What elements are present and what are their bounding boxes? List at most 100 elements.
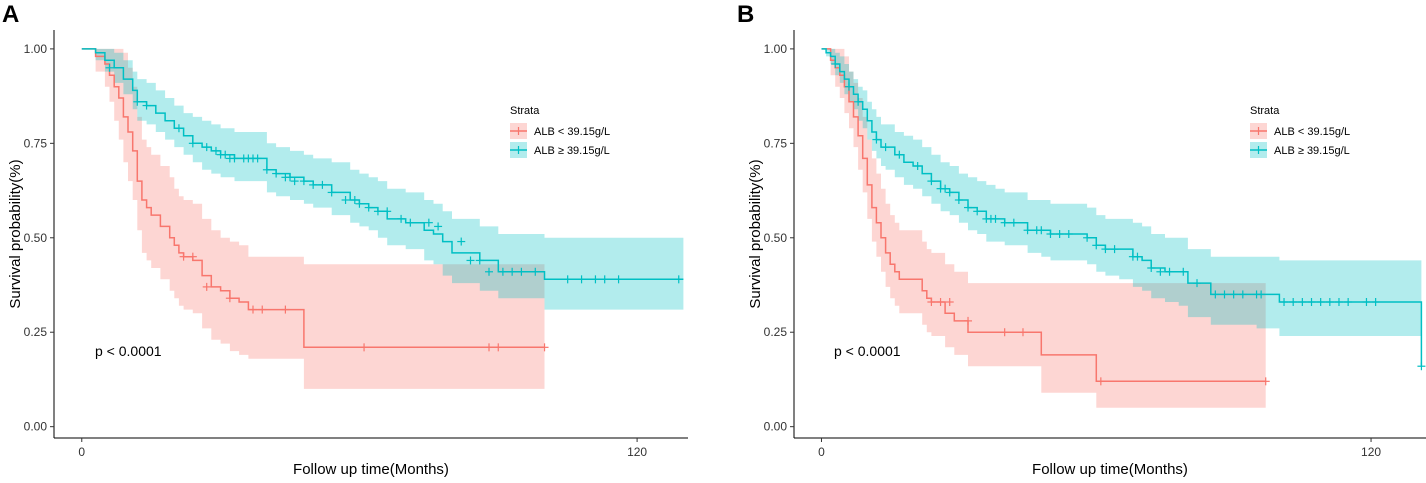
y-tick-label: 0.00: [764, 420, 788, 434]
censor-mark-high-alb: [872, 135, 881, 144]
legend: Strata ALB < 39.15g/L ALB ≥ 39.15g/L: [1250, 105, 1350, 158]
censor-mark-high-alb: [1009, 218, 1018, 227]
survival-curve-low-alb: [81, 48, 545, 349]
censor-mark-high-alb: [1280, 298, 1289, 306]
censor-mark-low-alb: [1096, 377, 1105, 386]
legend-label-low-alb: ALB < 39.15g/L: [1274, 126, 1350, 138]
legend-label-high-alb: ALB ≥ 39.15g/L: [534, 145, 610, 157]
censor-mark-high-alb: [1257, 290, 1266, 299]
censor-mark-high-alb: [591, 275, 600, 284]
censor-mark-high-alb: [272, 169, 281, 178]
confidence-band-low-alb: [81, 48, 545, 389]
censor-mark-high-alb: [221, 150, 230, 159]
censor-mark-high-alb: [1055, 230, 1064, 238]
censor-mark-high-alb: [498, 267, 507, 276]
censor-mark-high-alb: [1371, 298, 1380, 306]
x-tick-label: 120: [627, 445, 647, 459]
censor-mark-high-alb: [563, 275, 572, 284]
censor-mark-high-alb: [406, 218, 415, 227]
censor-mark-high-alb: [927, 177, 936, 186]
censor-mark-high-alb: [1156, 267, 1165, 276]
censor-mark-high-alb: [881, 143, 890, 152]
y-tick-label: 0.75: [24, 136, 48, 150]
censor-mark-high-alb: [434, 222, 443, 231]
censor-mark-high-alb: [202, 143, 211, 152]
legend-label-high-alb: ALB ≥ 39.15g/L: [1274, 145, 1350, 157]
p-value-annotation: p < 0.0001: [95, 343, 162, 359]
y-tick-label: 0.50: [24, 231, 48, 245]
censor-mark-high-alb: [253, 154, 262, 163]
y-tick-label: 0.25: [24, 325, 48, 339]
censor-mark-high-alb: [105, 63, 114, 72]
legend-key-low-alb: [510, 123, 527, 139]
y-tick-label: 1.00: [764, 42, 788, 56]
censor-mark-low-alb: [258, 305, 267, 314]
censor-mark-high-alb: [1147, 264, 1156, 272]
censor-mark-low-alb: [1261, 377, 1270, 386]
y-tick-label: 0.75: [764, 136, 788, 150]
censor-mark-high-alb: [309, 180, 318, 189]
censor-mark-high-alb: [954, 196, 963, 204]
censor-mark-high-alb: [614, 275, 623, 284]
censor-mark-high-alb: [508, 267, 517, 276]
censor-mark-high-alb: [1238, 290, 1247, 299]
censor-mark-low-alb: [485, 343, 494, 352]
censor-mark-low-alb: [360, 343, 369, 352]
y-tick-label: 0.00: [24, 420, 48, 434]
censor-mark-high-alb: [457, 237, 466, 246]
panel-a: A 0.00 0.25 0.50 0.75 1.00 0 120 Follow up time(…: [2, 1, 688, 478]
censor-mark-high-alb: [373, 207, 382, 216]
censor-mark-high-alb: [1092, 241, 1101, 250]
censor-mark-low-alb: [936, 298, 945, 306]
censor-mark-high-alb: [991, 214, 1000, 223]
censor-mark-low-alb: [494, 343, 503, 352]
panel-label: B: [737, 1, 754, 28]
censor-mark-high-alb: [142, 101, 151, 110]
censor-mark-high-alb: [674, 275, 683, 284]
censor-mark-high-alb: [1110, 245, 1119, 254]
censor-mark-high-alb: [188, 139, 197, 148]
censor-mark-high-alb: [1307, 298, 1316, 306]
censor-mark-high-alb: [485, 267, 494, 276]
censor-mark-high-alb: [355, 199, 364, 208]
legend-label-low-alb: ALB < 39.15g/L: [534, 126, 610, 138]
legend: Strata ALB < 39.15g/L ALB ≥ 39.15g/L: [510, 105, 610, 158]
censor-mark-high-alb: [1165, 267, 1174, 276]
censor-mark-high-alb: [230, 154, 239, 163]
censor-mark-high-alb: [174, 124, 183, 133]
censor-mark-low-alb: [1018, 328, 1027, 337]
confidence-band-high-alb: [821, 48, 1422, 337]
censor-mark-high-alb: [424, 218, 433, 227]
censor-mark-low-alb: [1000, 328, 1009, 337]
censor-mark-high-alb: [1211, 290, 1220, 299]
censor-mark-low-alb: [188, 252, 197, 261]
censor-mark-high-alb: [1023, 226, 1032, 235]
censor-mark-high-alb: [397, 214, 406, 223]
censor-mark-low-alb: [945, 298, 954, 306]
censor-mark-high-alb: [133, 97, 142, 106]
censor-mark-high-alb: [1289, 298, 1298, 306]
censor-mark-high-alb: [262, 165, 271, 174]
censor-mark-high-alb: [1417, 362, 1426, 371]
censor-mark-high-alb: [1316, 298, 1325, 306]
censor-mark-high-alb: [844, 82, 853, 91]
censor-mark-high-alb: [1046, 230, 1055, 238]
censor-mark-high-alb: [1229, 290, 1238, 299]
censor-mark-low-alb: [225, 294, 234, 303]
censor-mark-high-alb: [341, 196, 350, 204]
censor-mark-high-alb: [211, 146, 220, 155]
panel-b: B 0.00 0.25 0.50 0.75 1.00 0 120 Follow up time(…: [737, 1, 1426, 478]
censor-mark-high-alb: [1298, 298, 1307, 306]
censor-mark-high-alb: [1101, 245, 1110, 254]
censor-mark-high-alb: [466, 256, 475, 265]
x-tick-label: 120: [1361, 445, 1381, 459]
censor-mark-low-alb: [927, 298, 936, 306]
y-axis-title: Survival probability(%): [7, 159, 24, 308]
censor-mark-high-alb: [286, 173, 295, 182]
censor-mark-high-alb: [1037, 226, 1046, 235]
censor-mark-high-alb: [475, 256, 484, 265]
y-axis-title: Survival probability(%): [747, 159, 764, 308]
legend-key-low-alb: [1250, 123, 1267, 139]
censor-mark-low-alb: [179, 252, 188, 261]
survival-curve-high-alb: [821, 48, 1423, 367]
